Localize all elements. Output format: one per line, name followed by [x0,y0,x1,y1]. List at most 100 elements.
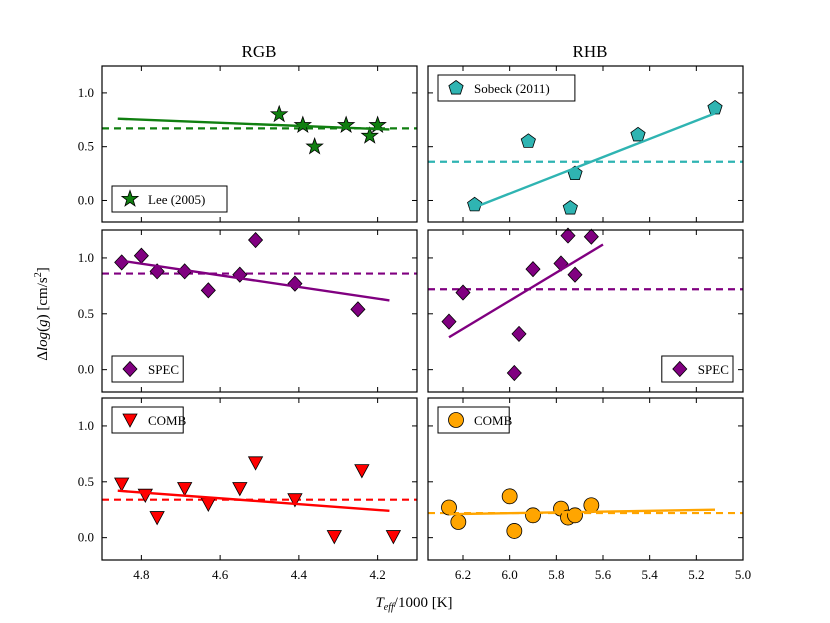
data-point [441,499,457,516]
legend-label: COMB [474,413,513,428]
x-tick-label: 5.6 [595,567,612,582]
panel-rgb-spec: 0.0 0.5 1.0 SPEC [78,229,418,393]
svg-text:Δlog(g) [cm/s2]: Δlog(g) [cm/s2] [33,267,51,360]
legend-label: Sobeck (2011) [474,81,550,96]
fit-line [448,243,604,339]
x-tick-label: 4.4 [291,567,308,582]
data-point [114,477,130,492]
x-tick-label: 5.8 [548,567,564,582]
data-point [350,301,366,318]
legend-label: COMB [148,413,187,428]
x-tick-label: 4.8 [133,567,149,582]
data-point [441,313,457,330]
column-title-rgb: RGB [242,42,277,61]
panel-frame [101,65,418,223]
data-point [525,261,541,278]
y-tick-label: 0.5 [78,306,94,321]
data-point [506,364,522,382]
x-tick-label: 5.2 [688,567,704,582]
y-tick-label: 0.5 [78,474,94,489]
column-title-rhb: RHB [573,42,608,61]
data-point [133,247,149,264]
svg-text:Teff/1000 [K]: Teff/1000 [K] [375,595,452,613]
legend-marker [448,412,464,428]
data-point [583,497,600,514]
data-point [305,136,324,155]
data-point [525,507,541,524]
legend-marker [448,80,464,95]
legend-marker [672,360,688,378]
fit-line [469,112,716,211]
panel-rgb-lee-2005: 0.0 0.5 1.0 Lee (2005) [78,65,418,223]
data-point [232,482,248,497]
data-point [287,275,303,292]
x-tick-label: 4.6 [212,567,229,582]
legend-marker [122,360,138,378]
data-point [200,282,216,299]
data-point [149,511,165,526]
legend: COMB [437,406,513,434]
fit-line [117,489,390,513]
data-point [287,493,303,508]
data-point [562,200,578,215]
data-point [247,456,264,471]
legend-marker [122,413,138,428]
y-tick-label: 0.0 [78,530,94,545]
x-tick-label: 4.2 [370,567,386,582]
data-point [707,99,723,115]
x-tick-label: 6.2 [455,567,471,582]
data-point [450,514,467,530]
data-point [293,115,313,134]
panel-rhb-spec: SPEC [427,227,744,393]
data-point [354,464,370,479]
fit-line [117,117,390,131]
legend-marker [120,189,140,207]
legend-label: Lee (2005) [148,192,205,207]
legend: SPEC [111,355,184,383]
y-axis-title: Δlog(g) [cm/s2] [33,267,51,360]
y-tick-label: 0.0 [78,362,94,377]
data-point [567,266,583,283]
legend: Sobeck (2011) [437,74,576,102]
legend: COMB [111,406,187,434]
data-point [360,126,379,144]
data-point [506,523,523,539]
data-point [455,284,471,301]
legend-box [111,406,184,434]
data-point [560,227,576,244]
data-point [520,133,536,148]
data-point [630,126,646,142]
data-point [336,115,356,134]
panel-frame [427,397,744,561]
data-point [385,530,402,545]
panel-rhb-sobeck-2011: Sobeck (2011) [427,65,744,223]
data-point [567,507,583,524]
data-point [114,254,130,271]
x-tick-label: 5.4 [642,567,659,582]
data-point [177,482,193,497]
panel-frame [427,229,744,393]
panel-frame [427,65,744,223]
data-point [248,231,264,249]
data-point [200,497,216,512]
data-point [501,488,518,505]
data-point [269,104,289,123]
data-point [511,325,527,342]
legend-label: SPEC [698,362,729,377]
legend-label: SPEC [148,362,179,377]
x-tick-label: 5.0 [735,567,751,582]
y-tick-label: 1.0 [78,250,94,265]
fit-line [448,508,716,516]
fit-line [117,258,390,302]
y-tick-label: 0.0 [78,192,94,207]
legend: Lee (2005) [111,185,228,213]
data-point [583,228,599,245]
y-tick-label: 0.5 [78,139,94,154]
x-tick-label: 6.0 [502,567,518,582]
y-tick-label: 1.0 [78,85,94,100]
x-axis-title: Teff/1000 [K] [375,595,452,613]
panel-frame [101,397,418,561]
y-tick-label: 1.0 [78,418,94,433]
legend: SPEC [661,355,734,383]
